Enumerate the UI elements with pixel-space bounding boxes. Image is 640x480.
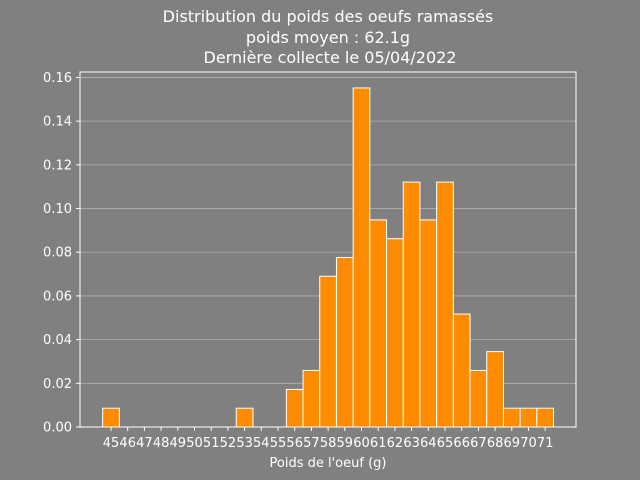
y-tick-label: 0.10 xyxy=(43,202,72,217)
y-tick-label: 0.02 xyxy=(43,377,72,392)
bar-70 xyxy=(519,407,538,428)
bar-66 xyxy=(452,313,471,428)
x-tick-label: 57 xyxy=(303,436,320,451)
x-tick-label: 53 xyxy=(236,436,253,451)
x-tick-label: 48 xyxy=(153,436,170,451)
chart-title: Distribution du poids des oeufs ramassés… xyxy=(163,7,494,67)
x-tick-label: 64 xyxy=(420,436,437,451)
x-tick-label: 61 xyxy=(370,436,387,451)
y-tick-label: 0.14 xyxy=(43,115,72,130)
x-tick-label: 70 xyxy=(520,436,537,451)
x-axis-label: Poids de l'oeuf (g) xyxy=(270,456,387,471)
bar-45 xyxy=(102,407,120,428)
bar-64 xyxy=(419,219,438,428)
bar-67 xyxy=(469,369,488,428)
x-tick-label: 68 xyxy=(487,436,504,451)
bar-63 xyxy=(402,181,421,428)
x-tick-label: 60 xyxy=(353,436,370,451)
bar-71 xyxy=(536,407,555,428)
bar-65 xyxy=(436,181,454,428)
x-tick-label: 71 xyxy=(537,436,554,451)
bar-59 xyxy=(335,256,354,428)
x-tick-label: 46 xyxy=(119,436,136,451)
title-line-1: Distribution du poids des oeufs ramassés xyxy=(163,7,494,26)
y-tick-label: 0.12 xyxy=(43,158,72,173)
y-axis: 0.00 0.02 0.04 0.06 0.08 0.10 0.12 0.14 0.16 xyxy=(43,71,80,436)
y-tick-label: 0.06 xyxy=(43,289,72,304)
x-tick-label: 47 xyxy=(136,436,153,451)
x-tick-label: 52 xyxy=(220,436,237,451)
x-tick-label: 58 xyxy=(320,436,337,451)
bar-62 xyxy=(386,238,404,428)
title-line-3: Dernière collecte le 05/04/2022 xyxy=(204,48,457,67)
y-tick-label: 0.04 xyxy=(43,333,72,348)
bar-60 xyxy=(352,87,371,428)
x-tick-label: 66 xyxy=(453,436,470,451)
y-tick-label: 0.16 xyxy=(43,71,72,86)
bars xyxy=(102,87,555,428)
x-tick-label: 65 xyxy=(437,436,454,451)
x-tick-label: 55 xyxy=(270,436,287,451)
x-tick-label: 56 xyxy=(286,436,303,451)
bar-57 xyxy=(302,369,321,428)
y-tick-label: 0.08 xyxy=(43,246,72,261)
x-tick-label: 63 xyxy=(403,436,420,451)
bar-61 xyxy=(369,219,388,428)
y-tick-label: 0.00 xyxy=(43,421,72,436)
title-line-2: poids moyen : 62.1g xyxy=(246,28,410,47)
x-tick-label: 51 xyxy=(203,436,220,451)
grid-lines xyxy=(80,77,576,428)
x-tick-label: 59 xyxy=(337,436,354,451)
bar-68 xyxy=(486,351,504,428)
x-axis: 45 46 47 48 49 50 51 52 53 54 55 56 57 58 59 60 61 62 63 64… xyxy=(103,427,554,451)
x-tick-label: 50 xyxy=(186,436,203,451)
bar-69 xyxy=(502,407,521,428)
x-tick-label: 67 xyxy=(470,436,487,451)
bar-58 xyxy=(319,275,337,428)
x-tick-label: 45 xyxy=(103,436,120,451)
bar-53 xyxy=(235,407,254,428)
x-tick-label: 69 xyxy=(504,436,521,451)
x-tick-label: 49 xyxy=(170,436,187,451)
x-tick-label: 62 xyxy=(387,436,404,451)
x-tick-label: 54 xyxy=(253,436,270,451)
bar-56 xyxy=(285,388,304,428)
